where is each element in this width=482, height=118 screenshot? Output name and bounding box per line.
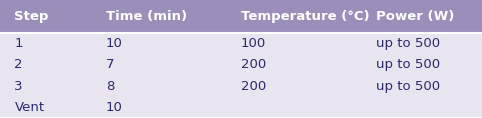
Text: 8: 8 [106,80,114,93]
Text: 10: 10 [106,37,123,50]
Text: Power (W): Power (W) [376,10,455,23]
Text: Temperature (°C): Temperature (°C) [241,10,370,23]
Text: Step: Step [14,10,49,23]
Text: 3: 3 [14,80,23,93]
Text: 7: 7 [106,58,115,71]
Text: Time (min): Time (min) [106,10,187,23]
Bar [0,0,482,33]
Text: 1: 1 [14,37,23,50]
Text: up to 500: up to 500 [376,58,440,71]
Bar [0,97,482,118]
Text: 200: 200 [241,58,266,71]
Bar [0,76,482,97]
Bar [0,54,482,76]
Text: Vent: Vent [14,101,44,114]
Text: 100: 100 [241,37,266,50]
Bar [0,33,482,54]
Text: 10: 10 [106,101,123,114]
Text: up to 500: up to 500 [376,37,440,50]
Text: 2: 2 [14,58,23,71]
Text: 200: 200 [241,80,266,93]
Text: up to 500: up to 500 [376,80,440,93]
